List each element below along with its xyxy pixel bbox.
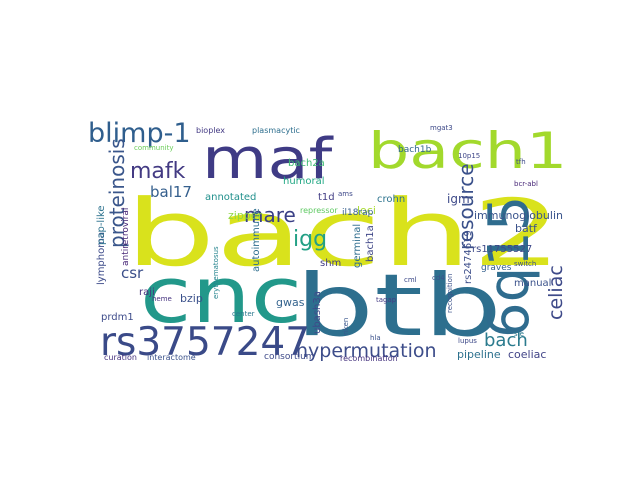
word-coeliac: coeliac: [508, 348, 546, 361]
word-prdm1: prdm1: [101, 312, 134, 323]
word-pap-like: pap-like: [96, 205, 107, 245]
word-igg: igg: [293, 227, 327, 252]
word-immunoglobulin: immunoglobulin: [474, 209, 563, 222]
word-rs2474619: rs2474619: [463, 230, 474, 284]
word-manual: manual: [514, 278, 551, 289]
word-interactome: interactome: [147, 353, 196, 362]
word-proteinosis: proteinosis: [105, 138, 129, 248]
word-rs3757247: rs3757247: [100, 320, 310, 365]
word-bal17: bal17: [150, 183, 192, 201]
word-autoimmune: autoimmune: [251, 208, 262, 272]
word-shm: shm: [320, 258, 341, 269]
word-hypermutation: hypermutation: [296, 340, 437, 362]
word-csr: csr: [121, 264, 144, 282]
word-celiac: celiac: [545, 265, 567, 320]
word-bach1b: bach1b: [398, 145, 432, 155]
word-erythematosus: erythematosus: [212, 246, 220, 299]
word-blimp-1: blimp-1: [88, 118, 191, 149]
word-bioplex: bioplex: [196, 126, 225, 135]
word-bcr-abl: bcr-abl: [514, 180, 538, 188]
word-annotated: annotated: [205, 192, 256, 203]
word-batf: batf: [515, 222, 538, 235]
word-riken: riken: [342, 318, 350, 335]
word-mgat3: mgat3: [430, 124, 453, 132]
word-cml: cml: [404, 276, 417, 284]
word-germinal: germinal: [352, 224, 363, 268]
word-mare: mare: [244, 203, 296, 227]
word-6q15: 6q15: [477, 196, 542, 338]
word-recognition: recognition: [446, 274, 454, 313]
word-bach: bach: [484, 330, 528, 351]
word-igm: igm: [447, 192, 470, 206]
word-zipper: zipper: [228, 209, 263, 222]
word-t1d: t1d: [318, 192, 335, 203]
word-bzip: bzip: [180, 292, 203, 305]
word-recombination: recombination: [340, 354, 398, 363]
word-crohn: crohn: [377, 194, 405, 205]
word-gwas: gwas: [276, 296, 305, 309]
word-heme: heme: [152, 295, 172, 303]
word-antiretroviral: antiretroviral: [121, 208, 131, 266]
word-tagap: tagap: [376, 296, 397, 304]
word-consortium: consortium: [264, 352, 315, 362]
word-plasmacytic: plasmacytic: [252, 126, 300, 135]
word-center: center: [232, 310, 255, 318]
word-hla: hla: [370, 334, 381, 342]
word-rs11755527: rs11755527: [472, 244, 532, 255]
word-tfh: tfh: [516, 158, 526, 166]
word-mafk: mafk: [130, 159, 186, 184]
word-switch: switch: [514, 260, 536, 268]
word-bach2: bach2: [125, 181, 562, 288]
word-resource: resource: [454, 163, 478, 250]
word-cd4: cd4: [432, 274, 445, 282]
word-raji: raji: [139, 287, 155, 298]
word-10p15: 10p15: [458, 152, 480, 160]
word-bach2a: bach2a: [288, 158, 325, 169]
word-community: community: [134, 144, 173, 152]
word-humoral: humoral: [283, 176, 325, 187]
word-graves: graves: [481, 263, 512, 273]
word-ams: ams: [338, 190, 353, 198]
word-loci: loci: [357, 204, 376, 217]
word-bach1: bach1: [368, 121, 567, 180]
word-lupus: lupus: [458, 337, 477, 345]
word-repressor: repressor: [300, 206, 338, 215]
word-bach1a: bach1a: [365, 225, 376, 262]
word-btb: btb: [295, 256, 502, 356]
word-maf: maf: [202, 126, 334, 191]
word-cnc: cnc: [140, 250, 302, 341]
word-ubash3a: ubash3a: [312, 291, 323, 334]
word-il18rap: il18rap: [342, 208, 374, 218]
word-pipeline: pipeline: [457, 348, 501, 361]
word-sle: sle: [514, 330, 524, 338]
word-lymphoma: lymphoma: [96, 232, 107, 285]
word-curation: curation: [104, 353, 137, 362]
